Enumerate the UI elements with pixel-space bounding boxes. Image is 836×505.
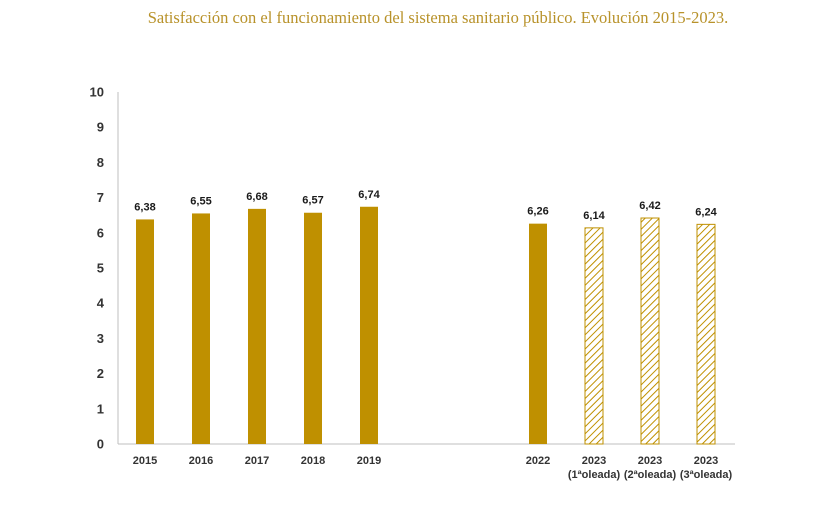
y-tick-label: 8: [97, 155, 104, 170]
data-label: 6,55: [190, 195, 211, 207]
x-tick-label: (1ªoleada): [568, 469, 621, 481]
y-tick-label: 3: [97, 331, 104, 346]
data-label: 6,24: [695, 206, 717, 218]
x-tick-label: 2022: [526, 455, 550, 467]
bar: [192, 213, 210, 444]
bar: [584, 227, 604, 445]
data-label: 6,26: [527, 206, 548, 218]
y-tick-label: 6: [97, 225, 104, 240]
data-label: 6,68: [246, 191, 267, 203]
bar: [304, 212, 322, 444]
x-tick-label: 2023: [638, 455, 662, 467]
x-tick-label: 2023: [582, 455, 606, 467]
data-label: 6,74: [358, 189, 380, 201]
x-tick-label: 2019: [357, 455, 381, 467]
y-tick-label: 1: [97, 401, 104, 416]
x-tick-label: 2015: [133, 455, 157, 467]
y-tick-label: 0: [97, 437, 104, 452]
x-tick-label: 2023: [694, 455, 718, 467]
bar: [136, 219, 154, 444]
data-label: 6,42: [639, 200, 660, 212]
y-tick-label: 4: [97, 296, 105, 311]
chart-title: Satisfacción con el funcionamiento del s…: [147, 8, 729, 27]
x-tick-label: (2ªoleada): [624, 469, 677, 481]
y-tick-label: 9: [97, 120, 104, 135]
bar: [529, 223, 547, 444]
data-label: 6,38: [134, 201, 155, 213]
x-tick-label: 2018: [301, 455, 325, 467]
y-tick-label: 10: [90, 85, 104, 100]
x-tick-label: 2017: [245, 455, 269, 467]
x-tick-label: (3ªoleada): [680, 469, 733, 481]
y-tick-label: 2: [97, 366, 104, 381]
x-tick-label: 2016: [189, 455, 213, 467]
y-tick-label: 7: [97, 190, 104, 205]
y-tick-label: 5: [97, 261, 104, 276]
bar: [248, 208, 266, 444]
bar: [696, 223, 716, 445]
bar: [640, 217, 660, 445]
data-label: 6,57: [302, 195, 323, 207]
bar: [360, 206, 378, 444]
data-label: 6,14: [583, 210, 605, 222]
